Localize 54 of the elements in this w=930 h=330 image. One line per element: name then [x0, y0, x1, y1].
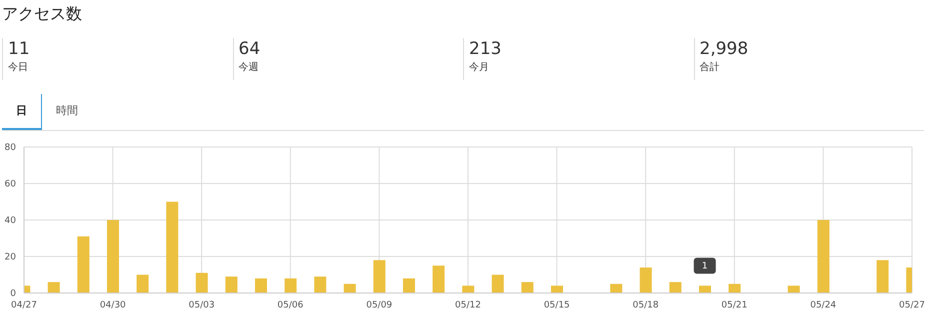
- bar: [462, 286, 474, 293]
- text: 2,998: [700, 39, 748, 59]
- bar: [669, 282, 682, 293]
- annotation: 1: [702, 262, 708, 272]
- x-tick-label: 05/09: [366, 300, 392, 310]
- y-tick-label: 0: [10, 289, 16, 300]
- bar: [403, 278, 415, 293]
- text: 日: [2, 94, 42, 130]
- bar: [551, 286, 563, 293]
- bar: [48, 282, 60, 293]
- bar: [166, 202, 178, 293]
- x-tick-label: 05/27: [899, 300, 925, 310]
- bar: [728, 284, 741, 293]
- text: アクセス数: [2, 3, 83, 25]
- bar: [107, 220, 119, 293]
- bar: [699, 286, 711, 293]
- x-tick-label: 05/03: [188, 300, 215, 310]
- bar: [344, 284, 356, 293]
- category-label: 今月: [469, 61, 490, 74]
- bar: [314, 276, 326, 293]
- bar: [225, 276, 238, 293]
- bar: [640, 267, 652, 293]
- bar: [284, 278, 297, 293]
- bar: [136, 274, 149, 293]
- category-label: 今週: [238, 61, 260, 74]
- x-tick-label: 05/21: [721, 300, 748, 310]
- category-label: 合計: [700, 60, 720, 74]
- x-tick-label: 04/30: [100, 300, 126, 310]
- bar: [610, 284, 622, 293]
- y-tick-label: 40: [4, 216, 16, 226]
- x-tick-label: 05/12: [455, 300, 481, 310]
- y-tick-label: 60: [4, 180, 16, 190]
- bar: [817, 220, 830, 293]
- bar: [255, 278, 267, 293]
- x-tick-label: 04/27: [11, 300, 37, 310]
- category-label: 今日: [8, 61, 29, 74]
- text: 11: [8, 39, 30, 59]
- x-tick-label: 05/24: [810, 300, 836, 310]
- bar: [876, 260, 889, 293]
- bar: [492, 274, 504, 293]
- text: 時間: [55, 103, 79, 119]
- y-tick-label: 20: [4, 252, 16, 263]
- text: 64: [238, 39, 260, 59]
- x-tick-label: 05/18: [632, 300, 659, 310]
- bar: [196, 272, 208, 293]
- y-tick-label: 80: [4, 143, 16, 154]
- x-tick-label: 05/06: [277, 300, 304, 310]
- x-tick-label: 05/15: [544, 300, 570, 310]
- bar: [788, 286, 800, 293]
- bar: [77, 236, 90, 293]
- bar: [521, 282, 534, 293]
- bar: [432, 266, 445, 293]
- text: 213: [469, 39, 502, 59]
- bar: [373, 260, 386, 293]
